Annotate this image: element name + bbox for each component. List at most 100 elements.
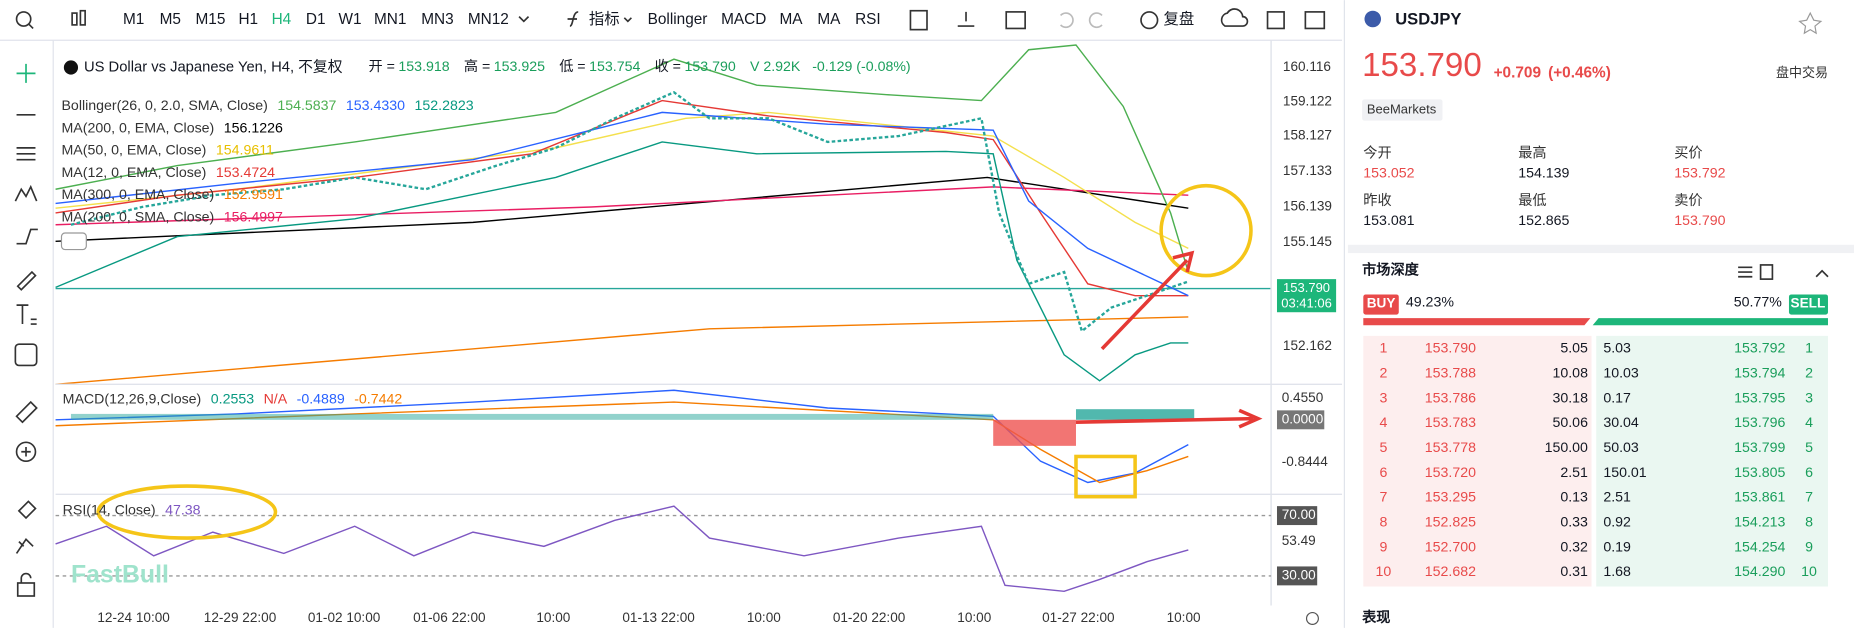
timeframe[interactable]: W1 bbox=[338, 11, 361, 28]
rsi-70-box bbox=[1276, 506, 1318, 526]
ask-price: 154.254 bbox=[1734, 539, 1785, 555]
source: BeeMarkets bbox=[1367, 101, 1437, 116]
stat-value: 152.865 bbox=[1518, 213, 1569, 229]
macd-value: -0.4889 bbox=[297, 391, 345, 407]
price-label: 158.127 bbox=[1283, 128, 1332, 143]
ohlc-label: 低 = bbox=[559, 59, 585, 75]
bid-rank: 10 bbox=[1376, 564, 1392, 580]
ask-rank: 5 bbox=[1805, 440, 1813, 456]
timeframe[interactable]: MN12 bbox=[468, 11, 509, 28]
depth-title: 市场深度 bbox=[1362, 262, 1420, 279]
timeframe[interactable]: M15 bbox=[196, 11, 226, 28]
time-label: 10:00 bbox=[1167, 610, 1201, 625]
indicator-name: MA(200, 0, EMA, Close) bbox=[61, 120, 214, 136]
bid-rank: 2 bbox=[1379, 365, 1387, 381]
ask-price: 153.805 bbox=[1734, 465, 1785, 481]
legend-title: US Dollar vs Japanese Yen, H4, 不复权 bbox=[84, 57, 343, 75]
price-change-pct: (+0.46%) bbox=[1548, 64, 1611, 81]
time-label: 12-24 10:00 bbox=[97, 610, 170, 625]
indicator-name: MA(200, 0, SMA, Close) bbox=[61, 209, 214, 225]
macd-name: MACD(12,26,9,Close) bbox=[63, 391, 202, 407]
symbol-icon bbox=[63, 60, 79, 75]
price-label: 152.162 bbox=[1283, 338, 1332, 353]
indicators-button[interactable]: 指标 bbox=[589, 10, 620, 28]
ask-rank: 1 bbox=[1805, 341, 1813, 357]
stat-label: 卖价 bbox=[1674, 193, 1702, 209]
left-tools bbox=[14, 63, 38, 597]
ask-price: 153.799 bbox=[1734, 440, 1785, 456]
timeframe[interactable]: H4 bbox=[272, 11, 292, 28]
indicator-name: MA(300, 0, EMA, Close) bbox=[61, 187, 214, 203]
indicator-value: 156.1226 bbox=[224, 120, 283, 136]
stat-value: 153.790 bbox=[1674, 213, 1725, 229]
timeframe[interactable]: MN1 bbox=[374, 11, 406, 28]
macd-axis-label: 0.0000 bbox=[1282, 411, 1324, 426]
bid-rank: 8 bbox=[1379, 514, 1387, 530]
time-label: 01-20 22:00 bbox=[833, 610, 906, 625]
last-price: 153.790 bbox=[1362, 47, 1482, 84]
ask-rank: 8 bbox=[1805, 514, 1813, 530]
timeframe[interactable]: H1 bbox=[238, 11, 258, 28]
timeframe[interactable]: M1 bbox=[123, 11, 144, 28]
bid-volume: 50.06 bbox=[1552, 415, 1588, 431]
stat-value: 153.792 bbox=[1674, 166, 1725, 182]
bid-volume: 0.13 bbox=[1560, 490, 1588, 506]
replay-button[interactable]: 复盘 bbox=[1163, 9, 1194, 28]
sell-bar bbox=[1592, 318, 1828, 326]
bid-volume: 0.31 bbox=[1560, 564, 1588, 580]
volume: V 2.92K bbox=[750, 59, 801, 75]
bid-price: 152.682 bbox=[1425, 564, 1476, 580]
indicator-button[interactable]: Bollinger bbox=[648, 11, 708, 28]
ask-volume: 1.68 bbox=[1603, 564, 1631, 580]
time-label: 10:00 bbox=[536, 610, 570, 625]
ohlc-value: 153.790 bbox=[685, 59, 736, 75]
bid-price: 153.788 bbox=[1425, 365, 1476, 381]
watermark: FastBull bbox=[71, 561, 169, 588]
time-label: 10:00 bbox=[957, 610, 991, 625]
indicator-value: 156.4997 bbox=[224, 209, 283, 225]
bid-rank: 7 bbox=[1379, 490, 1387, 506]
depth-icons bbox=[1738, 264, 1829, 280]
ask-rank: 6 bbox=[1805, 465, 1813, 481]
price-label: 159.122 bbox=[1283, 93, 1332, 108]
favorite-star[interactable] bbox=[1798, 11, 1823, 35]
macd-histogram bbox=[70, 409, 1195, 446]
time-label: 10:00 bbox=[747, 610, 781, 625]
bid-volume: 0.33 bbox=[1560, 514, 1588, 530]
ohlc-value: 153.925 bbox=[494, 59, 545, 75]
indicator-value: 153.4724 bbox=[216, 165, 275, 181]
timeframe[interactable]: D1 bbox=[306, 11, 326, 28]
indicator-button[interactable]: MACD bbox=[721, 11, 766, 28]
settings-icon[interactable] bbox=[1305, 611, 1319, 625]
bid-rank: 6 bbox=[1379, 465, 1387, 481]
bid-volume: 150.00 bbox=[1545, 440, 1588, 456]
macd-value: 0.2553 bbox=[211, 391, 254, 407]
toolbar-icons bbox=[15, 8, 1326, 31]
ask-rank: 2 bbox=[1805, 365, 1813, 381]
rsi-value: 47.38 bbox=[165, 503, 201, 519]
timeframe[interactable]: M5 bbox=[160, 11, 181, 28]
bid-price: 152.825 bbox=[1425, 514, 1476, 530]
timeframe[interactable]: MN3 bbox=[421, 11, 453, 28]
collapse-button[interactable] bbox=[60, 232, 87, 251]
annotations bbox=[96, 183, 1263, 540]
macd-axis-label: 0.4550 bbox=[1282, 390, 1324, 405]
stat-label: 最高 bbox=[1518, 145, 1546, 162]
countdown: 03:41:06 bbox=[1281, 295, 1332, 310]
bid-volume: 0.32 bbox=[1560, 539, 1588, 555]
stat-label: 最低 bbox=[1518, 193, 1546, 209]
performance-title: 表现 bbox=[1361, 609, 1390, 626]
ask-volume: 30.04 bbox=[1603, 415, 1639, 431]
indicator-button[interactable]: RSI bbox=[855, 11, 881, 28]
bid-price: 153.790 bbox=[1425, 341, 1476, 357]
price-label: 160.116 bbox=[1283, 59, 1331, 74]
indicator-button[interactable]: MA bbox=[817, 11, 841, 28]
ask-volume: 0.17 bbox=[1603, 390, 1631, 406]
bid-rank: 1 bbox=[1379, 341, 1387, 357]
indicator-button[interactable]: MA bbox=[780, 11, 804, 28]
ask-volume: 10.03 bbox=[1603, 365, 1639, 381]
stat-value: 154.139 bbox=[1518, 166, 1569, 182]
price-label: 156.139 bbox=[1283, 199, 1332, 214]
indicator-value: 154.5837 bbox=[277, 98, 336, 114]
source-tag bbox=[1362, 99, 1443, 121]
